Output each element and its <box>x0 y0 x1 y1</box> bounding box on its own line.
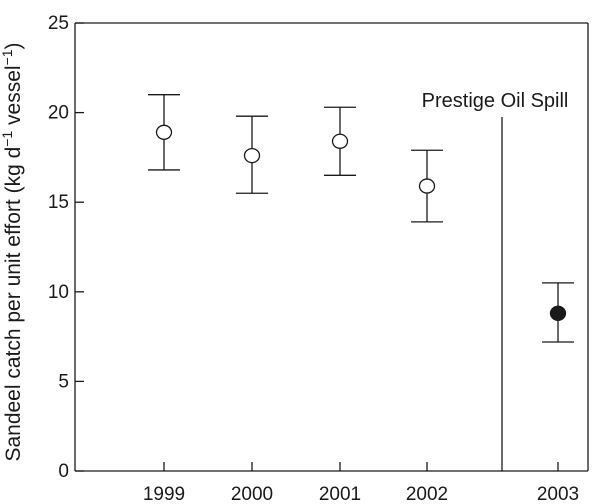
annotation-group: Prestige Oil Spill <box>422 90 569 471</box>
y-tick-label: 15 <box>48 192 69 213</box>
y-axis-title-part: vessel <box>2 65 25 130</box>
y-axis-title-part: ) <box>2 42 25 49</box>
y-axis-title-part: −1 <box>0 49 15 65</box>
y-tick-label: 5 <box>58 371 69 392</box>
oil-spill-annotation: Prestige Oil Spill <box>422 90 569 112</box>
data-point-open <box>155 124 173 140</box>
y-tick-label: 10 <box>48 282 69 303</box>
x-tick-label: 2000 <box>231 484 273 504</box>
y-axis-ticks: 0 5 10 15 20 25 <box>48 13 84 482</box>
x-axis-ticks: 1999 2000 2001 2002 2003 <box>143 462 579 504</box>
y-tick-label: 25 <box>48 13 69 34</box>
data-point-open <box>418 178 436 194</box>
data-point-open <box>331 133 349 149</box>
y-tick-label: 0 <box>58 461 69 482</box>
y-tick-label: 20 <box>48 103 69 124</box>
x-tick-label: 1999 <box>143 484 185 504</box>
data-marks <box>148 94 574 343</box>
x-tick-label: 2001 <box>319 484 361 504</box>
y-axis-title: Sandeel catch per unit effort (kg d−1 ve… <box>0 42 25 461</box>
x-tick-label: 2002 <box>406 484 448 504</box>
y-axis-title-part: −1 <box>0 131 15 147</box>
x-tick-label: 2003 <box>537 484 579 504</box>
y-axis-title-part: Sandeel catch per unit effort (kg d <box>2 147 25 462</box>
data-point-filled <box>549 305 567 321</box>
data-point-open <box>243 147 261 164</box>
